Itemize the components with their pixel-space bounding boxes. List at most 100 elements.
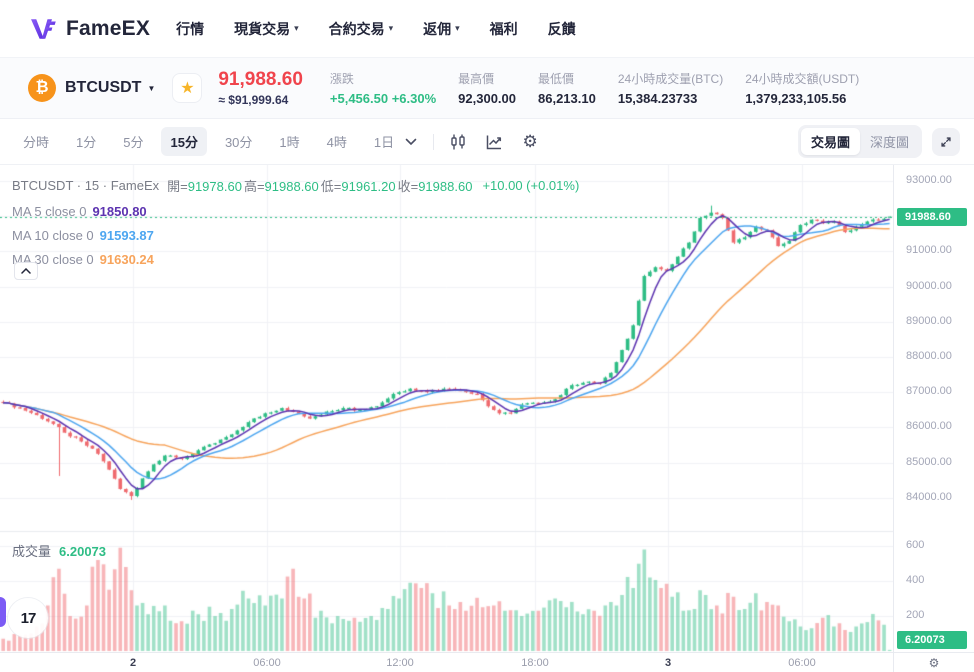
btc-coin-icon: ₿ xyxy=(28,74,56,102)
chart-legend: BTCUSDT · 15 · FameEx 開=91978.60 高=91988.… xyxy=(12,176,579,267)
stat-label: 24小時成交量(BTC) xyxy=(617,71,724,86)
fameex-logo-icon xyxy=(31,18,56,39)
chevron-down-icon: ▾ xyxy=(294,23,299,33)
time-axis-label: 06:00 xyxy=(788,657,816,669)
volume-axis-label: 200 xyxy=(906,609,925,621)
timeframe-1時[interactable]: 1時 xyxy=(279,135,300,150)
price-axis-label: 86000.00 xyxy=(906,420,952,433)
nav-item-反饋[interactable]: 反饋 xyxy=(548,19,576,39)
timeframe-4時[interactable]: 4時 xyxy=(326,135,347,150)
stat-value: +5,456.50 +6.30% xyxy=(329,90,437,106)
ohlc-label: 低= xyxy=(320,179,342,194)
candlestick-style-icon[interactable] xyxy=(444,128,472,156)
ohlc-label: 高= xyxy=(243,179,265,194)
timeframe-5分[interactable]: 5分 xyxy=(123,135,144,150)
scale-settings-icon[interactable]: ⚙ xyxy=(893,652,974,672)
stat-value: 92,300.00 xyxy=(458,90,516,106)
timeframe-分時[interactable]: 分時 xyxy=(23,135,50,150)
price-axis-label: 88000.00 xyxy=(906,350,952,362)
chart-area: BTCUSDT · 15 · FameEx 開=91978.60 高=91988.… xyxy=(0,165,974,672)
ohlc-value: 91988.60 xyxy=(264,179,319,194)
nav-item-合約交易[interactable]: 合約交易 ▾ xyxy=(329,19,394,39)
view-tab-深度圖[interactable]: 深度圖 xyxy=(869,135,909,150)
stat-label: 最高價 xyxy=(458,71,495,86)
nav-item-行情[interactable]: 行情 xyxy=(176,19,204,39)
nav-item-label: 行情 xyxy=(176,20,205,37)
nav-item-label: 現貨交易 xyxy=(234,20,291,37)
timeframe-1日[interactable]: 1日 xyxy=(373,135,395,150)
timeframe-list: 分時 1分 5分 15分 30分 1時 4時 1日 xyxy=(14,127,403,156)
candlestick-chart-canvas[interactable] xyxy=(0,165,893,652)
line-chart-style-icon[interactable] xyxy=(480,128,508,156)
tradingview-watermark[interactable]: 17 xyxy=(8,598,48,638)
main-nav: 行情 現貨交易 ▾ 合約交易 ▾ 返佣 ▾ 福利 反饋 xyxy=(176,19,576,39)
chart-view-tabs: 交易圖 深度圖 xyxy=(797,125,922,158)
nav-item-福利[interactable]: 福利 xyxy=(490,19,518,39)
chart-toolbar: 分時 1分 5分 15分 30分 1時 4時 1日 ⚙ 交易圖 深度圖 xyxy=(0,119,974,165)
time-axis-label: 18:00 xyxy=(521,657,549,669)
price-axis-label: 90000.00 xyxy=(906,279,952,292)
ohlc-item: 開=91978.60 xyxy=(167,179,242,194)
ticker-stats: 漲跌 +5,456.50 +6.30% 最高價 92,300.00 最低價 86,213.… xyxy=(330,71,859,106)
chevron-down-icon: ▾ xyxy=(455,23,460,33)
ohlc-value: 91978.60 xyxy=(187,179,242,194)
stat-label: 24小時成交額(USDT) xyxy=(745,71,860,86)
ma-legend-row: MA 10 close 0 91593.87 xyxy=(12,228,579,243)
timeframe-15分[interactable]: 15分 xyxy=(161,127,207,156)
time-axis-label: 06:00 xyxy=(253,657,281,669)
ma-value: 91593.87 xyxy=(99,228,154,243)
volume-legend: 成交量 6.20073 xyxy=(12,541,106,560)
chevron-down-icon: ▼ xyxy=(147,83,156,93)
brand-logo[interactable]: FameEX xyxy=(28,14,150,44)
floating-support-widget[interactable] xyxy=(0,597,6,627)
brand-name: FameEX xyxy=(66,16,151,40)
nav-item-label: 合約交易 xyxy=(328,20,385,37)
last-price: 91,988.60 xyxy=(218,69,303,90)
stat-value: 15,384.23733 xyxy=(617,90,698,106)
ma-legend-row: MA 30 close 0 91630.24 xyxy=(12,252,579,267)
ma-value: 91850.80 xyxy=(92,204,147,219)
time-axis[interactable]: 2 06:00 12:00 18:00 3 06:00 xyxy=(0,652,893,672)
volume-value: 6.20073 xyxy=(59,544,107,559)
nav-item-現貨交易[interactable]: 現貨交易 ▾ xyxy=(234,19,299,39)
ohlc-label: 收= xyxy=(397,179,419,194)
time-axis-label: 12:00 xyxy=(386,657,414,669)
ma-value: 91630.24 xyxy=(99,252,154,267)
price-axis[interactable]: 93000.00 91000.00 90000.00 89000.00 88000.00… xyxy=(893,165,974,652)
price-usd-approx: ≈ $91,999.64 xyxy=(218,93,289,107)
ohlc-item: 低=91961.20 xyxy=(321,179,396,194)
stat-value: 1,379,233,105.56 xyxy=(745,90,847,106)
price-axis-label: 93000.00 xyxy=(906,174,952,186)
symbol-label: BTCUSDT xyxy=(65,79,142,96)
view-tab-交易圖[interactable]: 交易圖 xyxy=(800,128,860,155)
symbol-selector[interactable]: BTCUSDT ▼ xyxy=(65,79,155,97)
legend-change: +10.00 (+0.01%) xyxy=(482,178,580,193)
ohlc-label: 開= xyxy=(167,179,188,194)
ticker-stat: 漲跌 +5,456.50 +6.30% xyxy=(330,71,436,106)
ticker-stat: 最高價 92,300.00 xyxy=(458,71,516,106)
nav-item-返佣[interactable]: 返佣 ▾ xyxy=(423,19,460,39)
price-axis-label: 84000.00 xyxy=(906,490,952,503)
current-volume-badge: 6.20073 xyxy=(897,631,967,649)
ma-label: MA 10 close 0 xyxy=(12,228,94,243)
ticker-stat: 最低價 86,213.10 xyxy=(538,71,596,106)
favorite-button[interactable]: ★ xyxy=(172,73,203,103)
toolbar-right-group: 交易圖 深度圖 xyxy=(797,125,960,158)
price-axis-label: 89000.00 xyxy=(906,314,952,327)
chevron-down-icon: ▾ xyxy=(388,23,394,33)
stat-label: 漲跌 xyxy=(329,71,354,86)
timeframe-30分[interactable]: 30分 xyxy=(224,135,253,150)
ohlc-legend-row: BTCUSDT · 15 · FameEx 開=91978.60 高=91988.… xyxy=(12,176,579,195)
volume-axis-label: 400 xyxy=(906,574,925,586)
price-axis-label: 91000.00 xyxy=(906,244,952,257)
fullscreen-expand-icon[interactable] xyxy=(932,127,960,156)
ohlc-values: 開=91978.60 高=91988.60 低=91961.20 收=91988.60 xyxy=(167,176,474,195)
timeframe-dropdown-caret[interactable] xyxy=(405,138,417,146)
ma-label: MA 5 close 0 xyxy=(12,204,87,219)
legend-collapse-button[interactable] xyxy=(14,262,38,280)
chart-settings-gear-icon[interactable]: ⚙ xyxy=(522,131,538,151)
nav-item-label: 反饋 xyxy=(547,20,576,37)
ticker-bar: ₿ BTCUSDT ▼ ★ 91,988.60 ≈ $91,999.64 漲跌 +… xyxy=(0,57,974,119)
timeframe-1分[interactable]: 1分 xyxy=(76,135,97,150)
volume-label: 成交量 xyxy=(12,544,52,559)
